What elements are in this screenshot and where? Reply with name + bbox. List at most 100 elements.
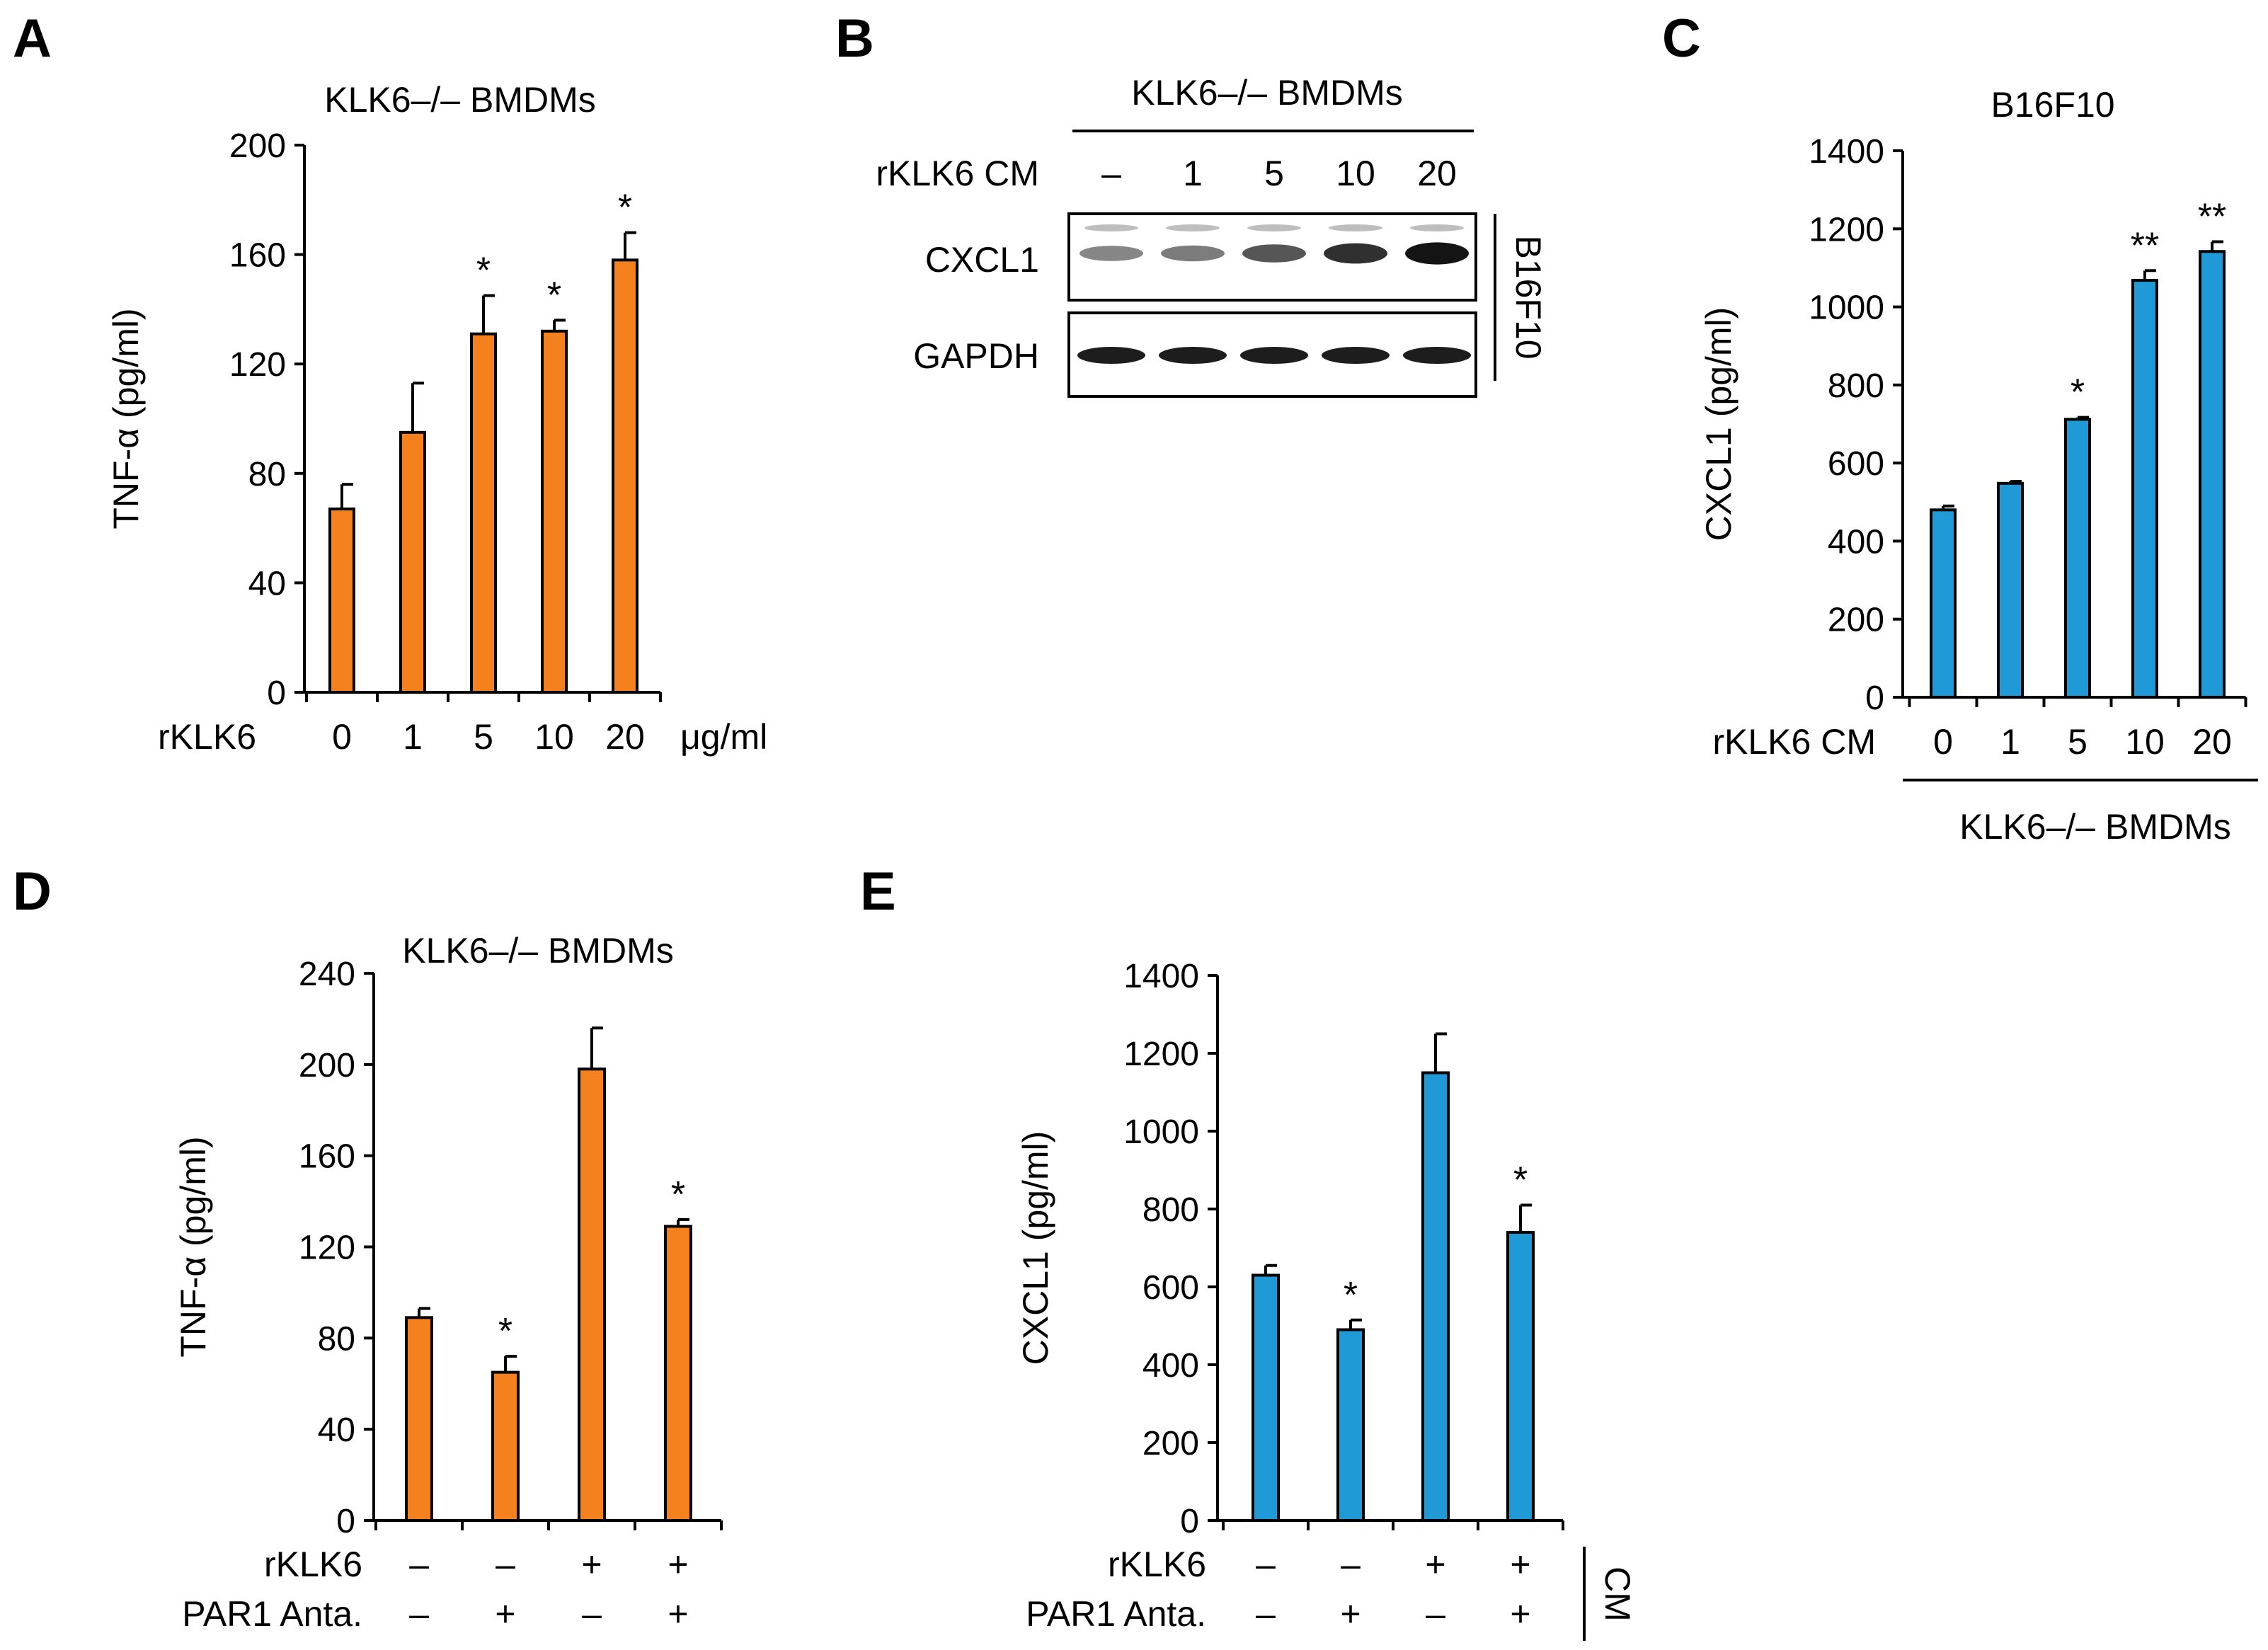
chart-title-a: KLK6–/– BMDMs <box>324 80 595 120</box>
side-label-e: CM <box>1598 1566 1637 1622</box>
x-row-label-a: rKLK6 <box>158 717 256 757</box>
y-tick-label-a: 160 <box>229 237 286 275</box>
y-tick-label-e: 1400 <box>1123 958 1199 995</box>
bar-a-3 <box>541 329 568 694</box>
y-tick-label-a: 0 <box>267 675 286 712</box>
bar-a-1 <box>399 430 426 694</box>
significance-a-2: * <box>476 251 491 292</box>
blot-band-cxcl1-0 <box>1079 246 1143 261</box>
panel-letter-a: A <box>13 8 52 69</box>
bar-a-0 <box>328 508 355 694</box>
significance-c-4: ** <box>2198 196 2226 237</box>
y-axis-label-e: CXCL1 (pg/ml) <box>1016 1131 1055 1365</box>
x-category-c-1: 1 <box>2000 722 2020 762</box>
y-tick-label-d: 240 <box>299 956 355 993</box>
row-label-d-1: PAR1 Anta. <box>182 1594 362 1634</box>
western-blot-panel: KLK6–/– BMDMs rKLK6 CM – 1 5 10 20 CXCL1 GAP… <box>876 73 1548 398</box>
blot-band-gapdh-4 <box>1403 347 1471 364</box>
bar-d-2 <box>578 1067 606 1522</box>
significance-d-1: * <box>498 1311 512 1352</box>
row-sign-e-1-0: – <box>1256 1594 1276 1634</box>
blot-band-cxcl1-upper-4 <box>1410 224 1464 231</box>
blot-bands <box>1077 224 1471 364</box>
row-sign-e-0-0: – <box>1256 1545 1276 1584</box>
bar-c-0 <box>1930 508 1957 699</box>
blot-lane-label-2: 5 <box>1264 154 1284 193</box>
y-tick-label-d: 160 <box>299 1138 355 1176</box>
blot-band-cxcl1-2 <box>1242 244 1306 263</box>
x-category-c-0: 0 <box>1933 722 1953 762</box>
y-tick-label-d: 40 <box>318 1411 355 1449</box>
y-tick-label-e: 600 <box>1142 1269 1199 1307</box>
bar-e-1 <box>1336 1328 1365 1522</box>
row-sign-e-0-2: + <box>1425 1545 1445 1584</box>
y-tick-label-c: 800 <box>1828 367 1884 405</box>
significance-c-3: ** <box>2131 225 2159 266</box>
y-tick-label-d: 0 <box>336 1503 355 1540</box>
blot-band-gapdh-2 <box>1240 347 1308 364</box>
row-sign-d-0-2: + <box>581 1545 602 1584</box>
row-sign-d-1-0: – <box>409 1594 429 1634</box>
significance-e-1: * <box>1344 1275 1358 1316</box>
bar-c-2 <box>2064 418 2091 699</box>
bar-c-4 <box>2199 250 2226 699</box>
bar-c-3 <box>2131 279 2158 699</box>
blot-band-cxcl1-upper-2 <box>1247 224 1301 231</box>
significance-c-2: * <box>2071 372 2085 413</box>
x-unit-a: μg/ml <box>680 717 767 757</box>
blot-band-label-cxcl1: CXCL1 <box>925 240 1039 280</box>
blot-band-label-gapdh: GAPDH <box>913 336 1039 376</box>
x-category-a-4: 20 <box>605 717 645 757</box>
x-category-c-4: 20 <box>2192 722 2232 762</box>
blot-lane-label-1: 1 <box>1183 154 1203 193</box>
bar-d-1 <box>491 1370 520 1523</box>
y-tick-label-c: 1200 <box>1809 211 1884 248</box>
y-tick-label-c: 1400 <box>1809 133 1884 171</box>
blot-band-gapdh-0 <box>1077 347 1145 364</box>
significance-a-4: * <box>618 188 632 229</box>
blot-lane-labels: – 1 5 10 20 <box>1101 154 1457 193</box>
bar-d-3 <box>664 1225 692 1522</box>
y-axis-label-d: TNF-α (pg/ml) <box>173 1136 213 1357</box>
significance-d-3: * <box>671 1174 685 1215</box>
blot-lane-label-3: 10 <box>1336 154 1375 193</box>
bar-a-2 <box>470 332 497 694</box>
bar-e-3 <box>1506 1231 1535 1522</box>
y-tick-label-a: 40 <box>248 565 286 602</box>
x-category-a-1: 1 <box>403 717 423 757</box>
row-sign-d-0-3: + <box>668 1545 688 1584</box>
row-sign-e-1-3: + <box>1510 1594 1530 1634</box>
panel-letter-b: B <box>835 8 874 69</box>
y-tick-label-a: 80 <box>248 456 286 493</box>
row-label-d-0: rKLK6 <box>264 1545 362 1584</box>
blot-band-cxcl1-upper-1 <box>1166 224 1220 231</box>
blot-band-cxcl1-upper-3 <box>1329 224 1382 231</box>
panel-letter-d: D <box>13 861 52 922</box>
y-tick-label-e: 1000 <box>1123 1113 1199 1151</box>
x-category-a-2: 5 <box>474 717 493 757</box>
x-category-a-0: 0 <box>332 717 352 757</box>
blot-cell-line-label: B16F10 <box>1508 235 1548 359</box>
y-tick-label-c: 600 <box>1828 445 1884 483</box>
bar-a-4 <box>612 258 638 694</box>
y-tick-label-c: 1000 <box>1809 290 1884 327</box>
y-tick-label-d: 120 <box>299 1230 355 1267</box>
y-tick-label-d: 200 <box>299 1047 355 1084</box>
y-tick-label-a: 120 <box>229 346 286 384</box>
panel-letter-e: E <box>860 861 896 922</box>
y-tick-label-e: 200 <box>1142 1425 1199 1462</box>
x-category-c-3: 10 <box>2125 722 2165 762</box>
blot-lane-label-4: 20 <box>1417 154 1457 193</box>
chart-c: 0200400600800100012001400*****B16F10CXCL… <box>1699 85 2258 847</box>
y-axis-label-c: CXCL1 (pg/ml) <box>1699 307 1739 542</box>
blot-band-cxcl1-upper-0 <box>1084 224 1138 231</box>
row-sign-d-1-3: + <box>668 1594 688 1634</box>
row-label-e-1: PAR1 Anta. <box>1026 1594 1206 1634</box>
y-tick-label-e: 400 <box>1142 1347 1199 1385</box>
chart-title-c: B16F10 <box>1991 85 2114 125</box>
bar-e-2 <box>1421 1071 1450 1522</box>
chart-title-d: KLK6–/– BMDMs <box>402 931 673 970</box>
y-tick-label-c: 0 <box>1865 680 1884 717</box>
